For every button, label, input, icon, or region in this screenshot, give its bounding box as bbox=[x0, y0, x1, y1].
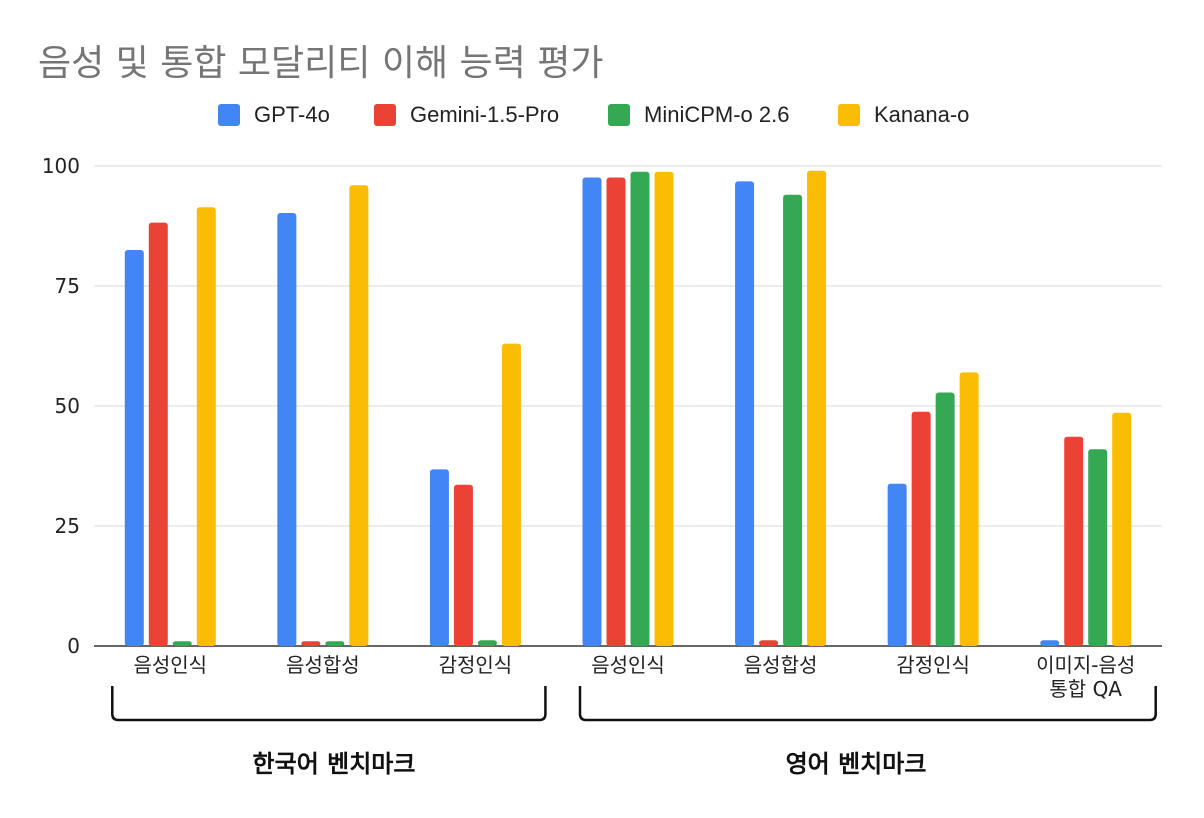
x-category-label: 음성인식 bbox=[133, 653, 207, 677]
bar-gpt-4o-5[interactable] bbox=[887, 483, 907, 646]
bar-gpt-4o-2[interactable] bbox=[429, 469, 449, 646]
y-tick-label: 25 bbox=[55, 514, 80, 538]
bar-gemini-1-5-pro-1[interactable] bbox=[301, 641, 321, 646]
legend-label: Kanana-o bbox=[874, 102, 970, 127]
group-label-korean: 한국어 벤치마크 bbox=[252, 750, 416, 778]
x-category-label: 이미지-음성 bbox=[1036, 653, 1135, 677]
bar-gpt-4o-1[interactable] bbox=[277, 213, 297, 647]
bar-gemini-1-5-pro-2[interactable] bbox=[453, 484, 473, 646]
grid-layer bbox=[94, 165, 1162, 647]
bar-gemini-1-5-pro-0[interactable] bbox=[148, 222, 168, 646]
legend-label: GPT-4o bbox=[254, 102, 330, 127]
bar-gemini-1-5-pro-5[interactable] bbox=[911, 411, 931, 646]
x-category-label: 음성합성 bbox=[286, 653, 360, 677]
legend-swatch-kanana bbox=[838, 104, 860, 126]
bar-gemini-1-5-pro-6[interactable] bbox=[1064, 436, 1084, 646]
bar-kanana-o-6[interactable] bbox=[1112, 412, 1132, 646]
legend-swatch-gemini bbox=[374, 104, 396, 126]
y-tick-layer: 0 25 50 75 100 bbox=[42, 154, 80, 658]
bar-gpt-4o-3[interactable] bbox=[582, 177, 602, 646]
y-tick-label: 100 bbox=[42, 154, 80, 178]
x-category-label: 음성인식 bbox=[591, 653, 665, 677]
legend-swatch-minicpm bbox=[608, 104, 630, 126]
x-category-label: 감정인식 bbox=[896, 653, 970, 677]
legend-item-gemini[interactable]: Gemini-1.5-Pro bbox=[374, 100, 559, 130]
bar-minicpm-o-2-6-1[interactable] bbox=[325, 641, 345, 646]
bar-gpt-4o-6[interactable] bbox=[1040, 640, 1060, 646]
bar-gpt-4o-0[interactable] bbox=[124, 250, 144, 646]
x-category-label: 통합 QA bbox=[1049, 677, 1122, 701]
y-tick-label: 50 bbox=[55, 394, 80, 418]
bar-gemini-1-5-pro-4[interactable] bbox=[759, 640, 779, 646]
bar-minicpm-o-2-6-3[interactable] bbox=[630, 171, 650, 646]
legend-label: MiniCPM-o 2.6 bbox=[644, 102, 790, 127]
bar-layer bbox=[124, 170, 1132, 647]
bar-minicpm-o-2-6-5[interactable] bbox=[935, 392, 955, 646]
bracket-layer bbox=[111, 686, 1157, 722]
y-tick-label: 0 bbox=[67, 634, 80, 658]
legend: GPT-4o Gemini-1.5-Pro MiniCPM-o 2.6 Kana… bbox=[0, 100, 1204, 130]
bar-kanana-o-1[interactable] bbox=[349, 185, 369, 646]
bar-gemini-1-5-pro-3[interactable] bbox=[606, 177, 626, 646]
x-category-label: 음성합성 bbox=[744, 653, 818, 677]
bar-kanana-o-3[interactable] bbox=[654, 171, 674, 646]
bracket-english bbox=[578, 686, 1157, 722]
bar-minicpm-o-2-6-6[interactable] bbox=[1088, 449, 1108, 646]
bracket-korean bbox=[111, 686, 547, 722]
bar-kanana-o-4[interactable] bbox=[807, 170, 827, 647]
bar-minicpm-o-2-6-4[interactable] bbox=[783, 194, 803, 647]
legend-item-kanana[interactable]: Kanana-o bbox=[838, 100, 969, 130]
legend-label: Gemini-1.5-Pro bbox=[410, 102, 560, 127]
bar-kanana-o-0[interactable] bbox=[196, 207, 216, 646]
group-label-english: 영어 벤치마크 bbox=[785, 750, 927, 778]
y-tick-label: 75 bbox=[55, 274, 80, 298]
legend-item-minicpm[interactable]: MiniCPM-o 2.6 bbox=[608, 100, 789, 130]
bar-kanana-o-2[interactable] bbox=[501, 343, 521, 646]
legend-item-gpt4o[interactable]: GPT-4o bbox=[218, 100, 330, 130]
bar-gpt-4o-4[interactable] bbox=[735, 181, 755, 647]
legend-swatch-gpt4o bbox=[218, 104, 240, 126]
bar-kanana-o-5[interactable] bbox=[959, 372, 979, 646]
chart-title: 음성 및 통합 모달리티 이해 능력 평가 bbox=[38, 43, 604, 84]
bar-minicpm-o-2-6-2[interactable] bbox=[477, 640, 497, 646]
x-category-label: 감정인식 bbox=[439, 653, 513, 677]
bar-minicpm-o-2-6-0[interactable] bbox=[172, 641, 192, 646]
